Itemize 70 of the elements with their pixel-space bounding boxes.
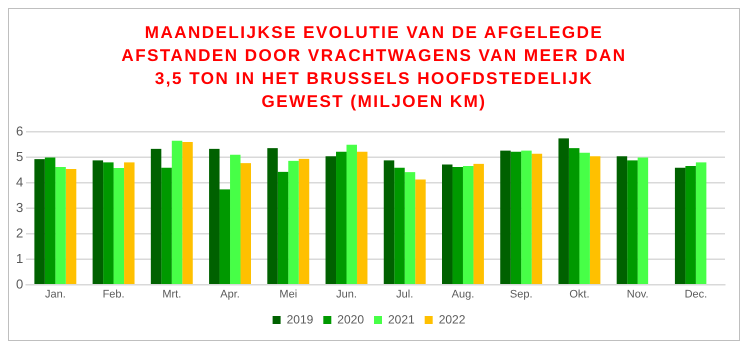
chart-title: MAANDELIJKSE EVOLUTIE VAN DE AFGELEGDE AFSTANDEN DOOR VRACHTWAGENS VAN MEER DAN 3,5 TON IN HET BRUSSELS HOOFDSTEDELIJK GEWEST (MILJOEN KM) <box>120 22 628 113</box>
bar <box>336 152 346 284</box>
bar <box>161 168 172 284</box>
bar <box>240 163 251 284</box>
bar <box>34 159 45 284</box>
x-tick-label: Jan. <box>44 288 66 300</box>
bar <box>182 142 193 284</box>
y-tick-label: 3 <box>16 200 24 215</box>
bar <box>44 158 56 284</box>
y-tick-label: 0 <box>16 276 24 292</box>
bar <box>220 189 230 284</box>
x-tick-label: Dec. <box>684 288 708 300</box>
legend-label: 2019 <box>286 312 314 326</box>
bar <box>510 152 522 284</box>
bar <box>532 154 542 284</box>
bar <box>150 148 162 284</box>
bar <box>462 166 474 284</box>
bar <box>298 158 310 284</box>
x-tick-label: Jun. <box>336 288 357 300</box>
bar <box>404 172 416 284</box>
x-tick-label: Aug. <box>452 288 474 300</box>
bar <box>558 138 569 284</box>
bar <box>172 140 182 284</box>
y-tick-label: 4 <box>16 174 24 190</box>
bar <box>627 160 638 284</box>
x-tick-label: Apr. <box>220 288 240 300</box>
bar <box>103 162 114 284</box>
x-tick-label: Okt. <box>569 288 590 300</box>
bar <box>685 166 696 284</box>
bar <box>230 154 241 284</box>
y-tick-label: 1 <box>16 250 24 266</box>
bar <box>384 160 394 284</box>
bar <box>278 172 288 284</box>
bar <box>696 162 706 284</box>
bar <box>616 156 628 284</box>
legend-label: 2022 <box>438 312 466 326</box>
bar <box>124 162 135 284</box>
x-tick-label: Nov. <box>626 288 649 300</box>
bar <box>579 152 590 284</box>
bar <box>209 148 220 284</box>
x-tick-label: Mei <box>279 288 298 300</box>
y-tick-label: 6 <box>16 123 24 138</box>
bar <box>500 150 511 284</box>
x-tick-label: Mrt. <box>162 288 182 300</box>
y-tick-label: 2 <box>16 225 24 240</box>
bar <box>288 160 299 284</box>
bar <box>92 160 104 284</box>
bar <box>66 169 76 284</box>
legend-label: 2020 <box>337 312 364 326</box>
legend-label: 2021 <box>388 312 416 326</box>
bar <box>638 158 648 284</box>
bar <box>55 166 66 284</box>
bar <box>394 168 405 284</box>
y-tick-label: 5 <box>16 148 24 164</box>
bar <box>568 148 580 284</box>
bar <box>473 164 484 284</box>
bar <box>326 156 336 284</box>
bar <box>114 168 124 284</box>
bar <box>674 168 686 284</box>
bar <box>521 150 532 284</box>
x-tick-label: Jul. <box>396 288 414 300</box>
x-tick-label: Feb. <box>102 288 125 300</box>
bar <box>590 156 600 284</box>
bar <box>442 164 452 284</box>
bar <box>267 148 278 284</box>
bar <box>356 152 368 284</box>
bar <box>452 166 463 284</box>
bar <box>346 144 357 284</box>
x-tick-label: Sep. <box>510 288 533 300</box>
bar <box>415 179 426 284</box>
